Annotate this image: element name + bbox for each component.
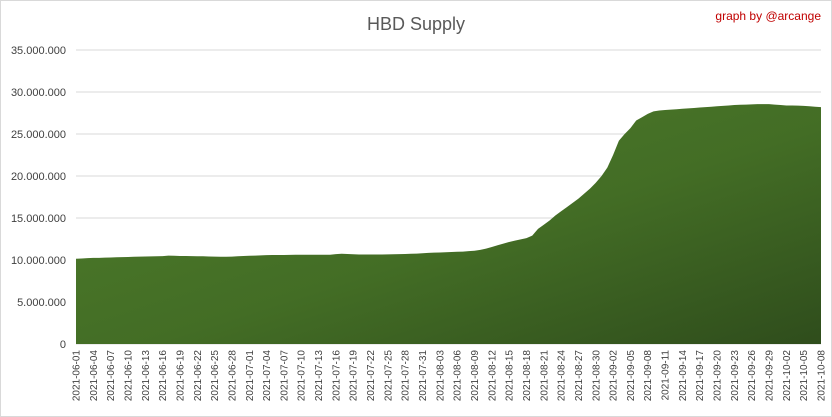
x-tick-label: 2021-07-13 <box>314 350 325 402</box>
x-tick-label: 2021-06-28 <box>227 350 238 402</box>
x-tick-label: 2021-09-17 <box>695 350 706 402</box>
x-tick-label: 2021-09-14 <box>678 350 689 402</box>
x-tick-label: 2021-07-22 <box>366 350 377 402</box>
y-tick-label: 0 <box>60 339 66 351</box>
x-tick-label: 2021-10-05 <box>799 350 810 402</box>
x-tick-label: 2021-08-03 <box>435 350 446 402</box>
x-tick-label: 2021-10-08 <box>817 350 828 402</box>
x-tick-label: 2021-08-30 <box>591 350 602 402</box>
y-tick-label: 15.000.000 <box>11 213 66 225</box>
x-tick-label: 2021-07-10 <box>297 350 308 402</box>
x-tick-label: 2021-09-20 <box>713 350 724 402</box>
y-tick-label: 20.000.000 <box>11 171 66 183</box>
x-tick-label: 2021-08-18 <box>522 350 533 402</box>
x-tick-label: 2021-09-08 <box>643 350 654 402</box>
x-tick-label: 2021-10-02 <box>782 350 793 402</box>
x-tick-label: 2021-06-01 <box>72 350 83 402</box>
y-tick-label: 10.000.000 <box>11 255 66 267</box>
x-tick-label: 2021-07-07 <box>279 350 290 402</box>
y-tick-label: 30.000.000 <box>11 87 66 99</box>
x-tick-label: 2021-06-07 <box>106 350 117 402</box>
y-axis-tick-labels: 0 5.000.000 10.000.000 15.000.000 20.000.000… <box>11 45 66 351</box>
x-tick-label: 2021-09-29 <box>765 350 776 402</box>
x-tick-label: 2021-07-31 <box>418 350 429 402</box>
hbd-supply-area <box>76 104 821 345</box>
x-tick-label: 2021-07-25 <box>383 350 394 402</box>
area-series <box>76 104 821 345</box>
x-tick-label: 2021-08-12 <box>487 350 498 402</box>
x-tick-label: 2021-08-27 <box>574 350 585 402</box>
x-tick-label: 2021-06-25 <box>210 350 221 402</box>
x-tick-label: 2021-09-26 <box>747 350 758 402</box>
x-tick-label: 2021-06-22 <box>193 350 204 402</box>
chart-credit: graph by @arcange <box>715 9 821 23</box>
x-tick-label: 2021-08-09 <box>470 350 481 402</box>
x-tick-label: 2021-08-15 <box>505 350 516 402</box>
x-tick-label: 2021-06-19 <box>175 350 186 402</box>
x-tick-label: 2021-07-04 <box>262 350 273 402</box>
x-tick-label: 2021-06-13 <box>141 350 152 402</box>
y-tick-label: 35.000.000 <box>11 45 66 57</box>
x-tick-label: 2021-07-16 <box>331 350 342 402</box>
x-tick-label: 2021-08-06 <box>453 350 464 402</box>
x-tick-label: 2021-09-02 <box>609 350 620 402</box>
x-tick-label: 2021-08-24 <box>557 350 568 402</box>
x-axis-tick-labels: 2021-06-01 2021-06-04 2021-06-07 2021-06-10… <box>72 350 828 402</box>
x-tick-label: 2021-07-19 <box>349 350 360 402</box>
x-tick-label: 2021-07-01 <box>245 350 256 402</box>
chart-title: HBD Supply <box>367 14 465 34</box>
y-tick-label: 25.000.000 <box>11 129 66 141</box>
x-tick-label: 2021-07-28 <box>401 350 412 402</box>
x-tick-label: 2021-09-23 <box>730 350 741 402</box>
x-tick-label: 2021-08-21 <box>539 350 550 402</box>
x-tick-label: 2021-06-04 <box>89 350 100 402</box>
y-tick-label: 5.000.000 <box>17 297 66 309</box>
x-tick-label: 2021-09-11 <box>661 350 672 401</box>
x-tick-label: 2021-09-05 <box>626 350 637 402</box>
x-tick-label: 2021-06-10 <box>123 350 134 402</box>
x-tick-label: 2021-06-16 <box>158 350 169 402</box>
